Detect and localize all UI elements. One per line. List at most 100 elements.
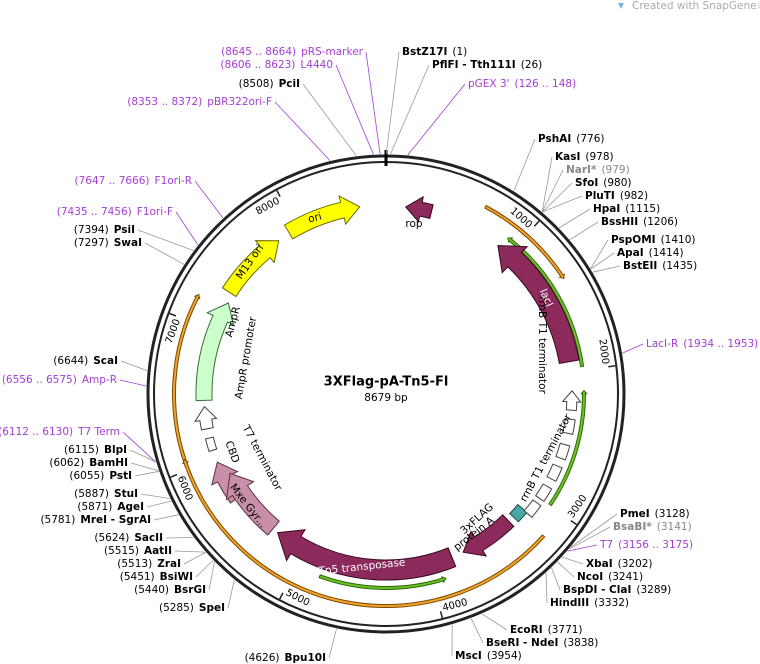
site-position: (5781) [40, 514, 75, 526]
site-position: (1414) [649, 247, 684, 259]
site-label: BstZ17I (1) [402, 46, 467, 58]
site-name: BssHII [601, 216, 638, 228]
site-label: PmeI (3128) [620, 508, 690, 520]
site-label: (6115) BlpI [64, 444, 127, 456]
site-position: (5440) [134, 584, 169, 596]
site-name: Bpu10I [284, 652, 326, 664]
site-name: BsiWI [160, 571, 193, 583]
site-label: (7394) PsiI [74, 224, 135, 236]
site-label: EcoRI (3771) [510, 624, 583, 636]
site-position: (3332) [594, 597, 629, 609]
site-name: SwaI [114, 237, 142, 249]
primer-label: LacI-R (1934 .. 1953) [646, 338, 758, 350]
site-position: (3241) [608, 571, 643, 583]
site-position: (982) [620, 190, 648, 202]
primer-range: (3156 .. 3175) [618, 539, 693, 551]
site-position: (7394) [74, 224, 109, 236]
feature-ori [283, 195, 361, 240]
site-connector [551, 567, 561, 591]
site-name: SpeI [199, 602, 225, 614]
site-position: (3202) [618, 558, 653, 570]
tick-label: 2000 [596, 338, 610, 365]
site-name: ZraI [157, 558, 181, 570]
site-position: (6115) [64, 444, 99, 456]
feature-rop [404, 195, 434, 223]
site-connector [542, 182, 573, 213]
primer-range: (1934 .. 1953) [683, 338, 758, 350]
site-name: BstEII [623, 260, 657, 272]
site-name: HpaI [593, 203, 620, 215]
site-label: BstEII (1435) [623, 260, 697, 272]
site-position: (6644) [53, 355, 88, 367]
site-label: MscI (3954) [455, 650, 522, 662]
site-name: SacII [134, 532, 163, 544]
primer-label: pGEX 3' (126 .. 148) [468, 78, 576, 90]
site-connector [542, 195, 583, 213]
site-name: PstI [109, 470, 132, 482]
tick-mark [279, 592, 284, 600]
site-connector [385, 51, 400, 155]
site-label: (5781) MreI - SgrAI [40, 514, 151, 526]
site-position: (4626) [245, 652, 280, 664]
site-position: (978) [585, 151, 613, 163]
site-label: (7297) SwaI [74, 237, 142, 249]
site-name: PmeI [620, 508, 650, 520]
site-name: StuI [114, 488, 138, 500]
site-name: MreI - SgrAI [80, 514, 151, 526]
primer-connector [622, 343, 644, 354]
feature-rrnb-box [555, 442, 571, 461]
plasmid-name: 3XFlag-pA-Tn5-Fl [324, 375, 449, 390]
site-name: PsiI [114, 224, 135, 236]
feature-mxe-gyra [225, 472, 281, 536]
site-position: (5624) [94, 532, 129, 544]
primer-label: (7435 .. 7456) F1ori-F [57, 206, 173, 218]
site-label: (5871) AgeI [77, 501, 144, 513]
site-position: (5515) [104, 545, 139, 557]
site-position: (5451) [120, 571, 155, 583]
site-connector [130, 462, 159, 471]
primer-name: T7 [599, 539, 613, 551]
site-position: (3141) [657, 521, 692, 533]
site-name: PflFI - Tth111I [432, 59, 516, 71]
site-name: KasI [555, 151, 580, 163]
site-label: XbaI (3202) [586, 558, 653, 570]
primer-name: F1ori-R [155, 175, 192, 187]
primer-label: T7 (3156 .. 3175) [599, 539, 693, 551]
feature-rrnb-box [523, 499, 542, 519]
site-name: SfoI [575, 177, 598, 189]
tick-mark [170, 473, 178, 478]
primer-label: (8606 .. 8623) L4440 [220, 59, 333, 71]
site-label: PflFI - Tth111I (26) [432, 59, 542, 71]
tick-label: 1000 [508, 206, 534, 231]
site-label: (5440) BsrGI [134, 584, 206, 596]
site-name: ScaI [93, 355, 118, 367]
tick-mark [169, 312, 177, 317]
primer-name: F1ori-F [137, 206, 173, 218]
primer-connector [122, 431, 157, 463]
site-connector [120, 360, 148, 371]
primer-connector [175, 211, 199, 246]
site-label: NcoI (3241) [577, 571, 643, 583]
watermark-text: Created with SnapGene® [632, 0, 760, 12]
tick-label: 3000 [566, 493, 589, 520]
site-name: PshAI [538, 133, 571, 145]
feature-rrnb-box [546, 463, 563, 482]
site-name: PspOMI [611, 234, 656, 246]
feature-ampr-promoter [194, 405, 218, 431]
site-connector [153, 514, 179, 521]
site-name: PluTI [585, 190, 615, 202]
site-position: (3771) [548, 624, 583, 636]
feature-laci [497, 244, 580, 364]
primer-name: pGEX 3' [468, 78, 510, 90]
primer-range: (126 .. 148) [515, 78, 577, 90]
tick-mark [533, 220, 540, 227]
primer-connector [119, 379, 147, 387]
site-position: (1115) [625, 203, 660, 215]
site-position: (1435) [662, 260, 697, 272]
tick-label: 8000 [254, 196, 282, 218]
primer-label: (6112 .. 6130) T7 Term [0, 426, 120, 438]
site-name: BlpI [104, 444, 127, 456]
logo [618, 3, 624, 9]
feature-label: CBD [222, 439, 241, 464]
